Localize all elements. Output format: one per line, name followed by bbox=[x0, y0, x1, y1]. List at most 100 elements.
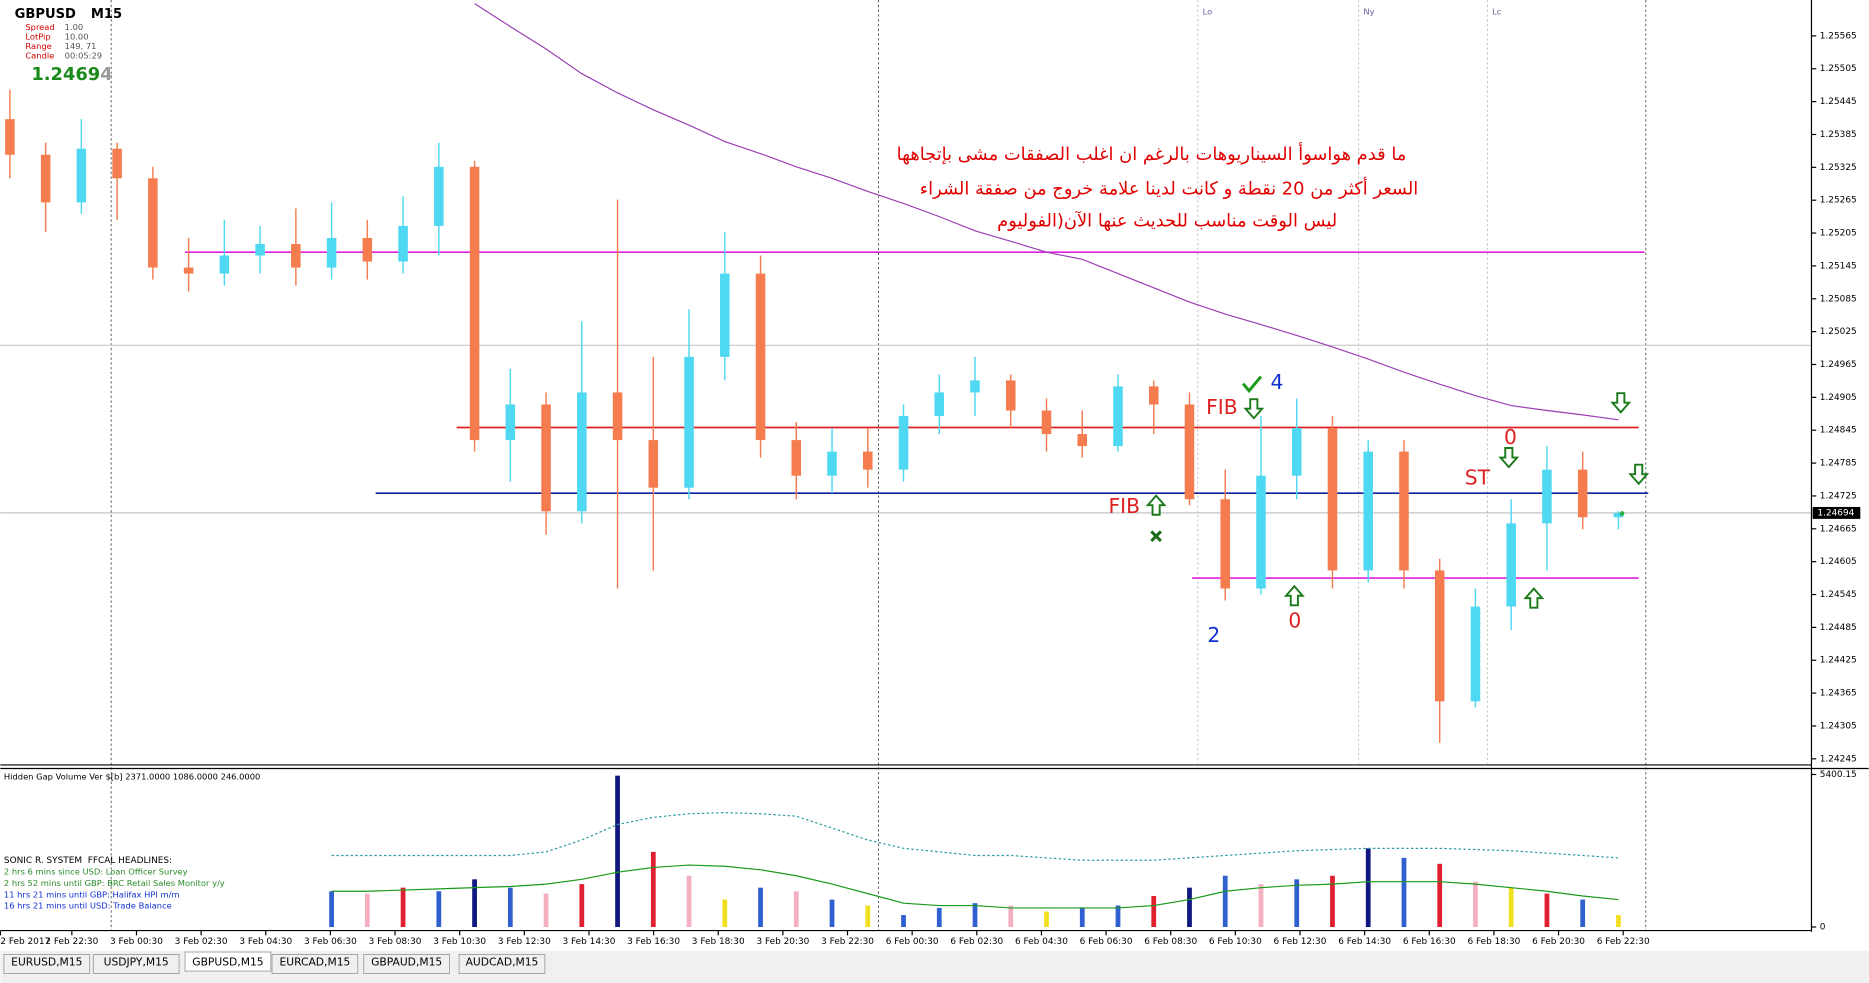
y-tick-label: 1.25265 bbox=[1820, 196, 1857, 206]
volume-bar bbox=[1079, 907, 1085, 927]
tab-label[interactable]: EURCAD,M15 bbox=[279, 956, 350, 969]
x-tick-label: 6 Feb 14:30 bbox=[1338, 937, 1391, 947]
x-tick-label: 3 Feb 02:30 bbox=[175, 937, 228, 947]
y-tick-label: 1.24905 bbox=[1820, 393, 1857, 403]
candle-body bbox=[541, 404, 551, 512]
y-tick-label: 1.25325 bbox=[1820, 163, 1857, 173]
candle-body bbox=[505, 404, 516, 441]
volume-bar bbox=[579, 884, 585, 927]
candle-body bbox=[112, 148, 122, 179]
volume-bar bbox=[329, 891, 334, 927]
candle-body bbox=[755, 273, 766, 441]
volume-bar bbox=[1580, 899, 1586, 927]
indicator-title: Hidden Gap Volume Ver $[b] 2371.0000 108… bbox=[4, 771, 260, 781]
tab[interactable] bbox=[271, 953, 359, 974]
y-tick-label: 1.25565 bbox=[1820, 31, 1857, 41]
session-label: Lc bbox=[1492, 6, 1502, 16]
y-tick-label: 1.24245 bbox=[1820, 754, 1857, 764]
candle-body bbox=[219, 255, 230, 274]
candle-body bbox=[1041, 410, 1052, 435]
y-tick-label: 1.25205 bbox=[1820, 229, 1857, 239]
y-tick-label: 1.24425 bbox=[1820, 656, 1857, 666]
tab-label[interactable]: GBPAUD,M15 bbox=[371, 956, 442, 969]
x-tick-label: 3 Feb 18:30 bbox=[692, 937, 745, 947]
volume-bar bbox=[936, 907, 942, 927]
headline: 16 hrs 21 mins until USD: Trade Balance bbox=[4, 901, 172, 911]
x-tick-label: 3 Feb 00:30 bbox=[110, 937, 163, 947]
y-tick-label: 1.24305 bbox=[1820, 721, 1857, 731]
y-tick-label: 1.24365 bbox=[1820, 689, 1857, 699]
tab-label[interactable]: USDJPY,M15 bbox=[104, 956, 169, 969]
volume-bar bbox=[686, 875, 692, 927]
current-price-label: 1.24694 bbox=[1817, 508, 1854, 518]
session-label: Ny bbox=[1363, 6, 1374, 16]
info-label: Range bbox=[25, 41, 51, 51]
y-tick-label: 1.24725 bbox=[1820, 491, 1857, 501]
chart-layer: Lo Ny Lc 1.25565 1.25505 1.25445 1.25385 1.2532… bbox=[0, 0, 1861, 947]
down-arrow bbox=[1628, 463, 1650, 486]
comment-line: السعر أكثر من 20 نقطة و كانت لدينا علامة… bbox=[920, 176, 1418, 199]
tab-label[interactable]: GBPUSD,M15 bbox=[192, 956, 263, 969]
candle-body bbox=[1184, 404, 1195, 500]
tab[interactable] bbox=[458, 953, 546, 974]
x-tick-label: 6 Feb 08:30 bbox=[1144, 937, 1197, 947]
signal-label: 0 bbox=[1288, 608, 1301, 632]
candle-body bbox=[648, 440, 659, 488]
info-value: 10.00 bbox=[65, 31, 89, 41]
y-tick-label: 1.25385 bbox=[1820, 130, 1857, 140]
candle-body bbox=[1327, 428, 1338, 571]
y-tick-label: 1.25445 bbox=[1820, 97, 1857, 107]
candle-body bbox=[291, 244, 301, 268]
tab-active[interactable] bbox=[184, 951, 272, 972]
candle-body bbox=[1291, 428, 1302, 476]
candle-body bbox=[183, 267, 194, 274]
headline: 2 hrs 52 mins until GBP: BRC Retail Sale… bbox=[4, 878, 225, 888]
volume-bar bbox=[1544, 893, 1550, 927]
info-value: 1.00 bbox=[65, 22, 84, 32]
plot-layer bbox=[5, 3, 1624, 927]
tab[interactable] bbox=[3, 953, 91, 974]
info-label: Spread bbox=[25, 22, 54, 32]
candle-body bbox=[1220, 499, 1230, 589]
down-arrow bbox=[1498, 447, 1520, 469]
candle-body bbox=[934, 392, 945, 416]
down-arrow bbox=[1243, 398, 1265, 420]
info-value: 00:05:29 bbox=[65, 51, 102, 61]
down-arrow bbox=[1610, 392, 1632, 414]
volume-bar bbox=[472, 879, 477, 927]
volume-bar bbox=[1616, 915, 1621, 927]
x-tick-label: 6 Feb 22:30 bbox=[1597, 937, 1650, 947]
volume-bar bbox=[829, 899, 835, 927]
candle-body bbox=[1363, 451, 1373, 571]
signal-label: 0 bbox=[1504, 425, 1517, 449]
volume-bar bbox=[1473, 881, 1478, 927]
candle-body bbox=[1434, 570, 1445, 702]
signal-label: 2 bbox=[1207, 623, 1220, 647]
y-tick-label: 1.24605 bbox=[1820, 557, 1857, 567]
volume-bar bbox=[1365, 848, 1371, 927]
volume-bar bbox=[436, 891, 442, 927]
x-tick-label: 6 Feb 12:30 bbox=[1274, 937, 1327, 947]
volume-bar bbox=[400, 887, 406, 927]
x-tick-label: 2 Feb 2017 bbox=[0, 937, 50, 947]
x-tick-label: 3 Feb 22:30 bbox=[821, 937, 874, 947]
tab-label[interactable]: AUDCAD,M15 bbox=[466, 956, 539, 969]
volume-bar bbox=[1401, 857, 1407, 927]
info-panel: Spread 1.00 LotPip 10.00 Range 149, 71 Candle 0… bbox=[25, 22, 102, 61]
x-tick-label: 3 Feb 14:30 bbox=[563, 937, 616, 947]
volume-bar bbox=[1008, 905, 1014, 927]
x-tick-label: 6 Feb 18:30 bbox=[1467, 937, 1520, 947]
tab[interactable] bbox=[363, 953, 450, 974]
annotation-layer: 2 hrs 6 mins since USD: Loan Officer Sur… bbox=[4, 370, 1650, 911]
candle-body bbox=[1256, 475, 1266, 589]
y-tick-label: 1.25085 bbox=[1820, 294, 1857, 304]
tabs: EURUSD,M15 USDJPY,M15 GBPUSD,M15 EURCAD,M15… bbox=[3, 951, 546, 974]
headline: 2 hrs 6 mins since USD: Loan Officer Sur… bbox=[4, 867, 188, 877]
tab[interactable] bbox=[92, 953, 180, 974]
candle-body bbox=[76, 148, 87, 203]
candle-body bbox=[577, 392, 587, 512]
tab-label[interactable]: EURUSD,M15 bbox=[11, 956, 82, 969]
candle-body bbox=[1399, 451, 1409, 571]
price-last-digit: 4 bbox=[100, 64, 112, 85]
